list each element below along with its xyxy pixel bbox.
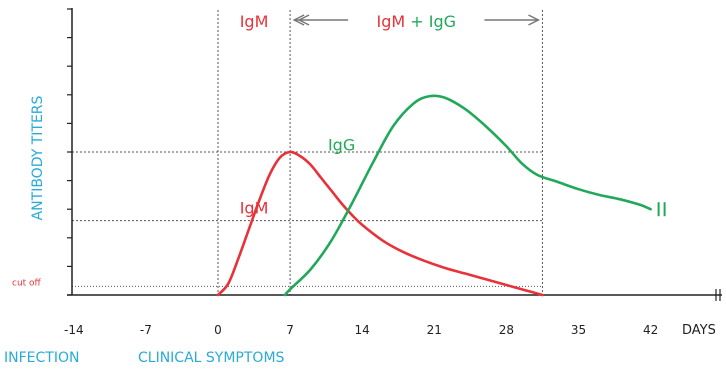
- cutoff-label: cut off: [12, 278, 42, 288]
- arrow-head: [528, 14, 541, 26]
- x-axis-title: DAYS: [682, 323, 716, 338]
- series-line-igg: [283, 94, 652, 297]
- x-tick-label: 28: [499, 323, 514, 337]
- x-tick-label: 42: [643, 323, 658, 337]
- grid-layer: [72, 10, 543, 295]
- axis-layer: -14 -7 0 7 14 21 28 35 42 DAYS ANTIBODY TITERS cut …: [12, 8, 722, 338]
- arrow-head: [297, 14, 310, 26]
- phase-label-igm: IgM: [240, 12, 269, 31]
- label-clinical-symptoms: CLINICAL SYMPTOMS: [138, 350, 285, 366]
- series-line-igm: [216, 150, 544, 297]
- phase-label-part: +: [405, 12, 429, 31]
- phase-label-part: IgM: [377, 12, 406, 31]
- phase-label-igm-igg: IgM + IgG: [377, 12, 457, 31]
- phase-label-part: IgG: [429, 12, 456, 31]
- label-infection: INFECTION: [4, 350, 79, 366]
- x-tick-label: -7: [140, 323, 152, 337]
- series-label: IgG: [328, 136, 355, 155]
- y-axis-title: ANTIBODY TITERS: [30, 95, 46, 220]
- arrow-head: [292, 14, 305, 26]
- x-tick-label: 14: [355, 323, 370, 337]
- x-tick-label: 7: [286, 323, 294, 337]
- series-layer: [216, 94, 666, 297]
- x-tick-label: 21: [427, 323, 442, 337]
- x-tick-label: 0: [214, 323, 222, 337]
- x-tick-label: 35: [571, 323, 586, 337]
- phase-arrow-right: [484, 14, 541, 26]
- phase-arrow-left: [292, 14, 349, 26]
- series-label: IgM: [240, 198, 269, 217]
- x-tick-label: -14: [64, 323, 84, 337]
